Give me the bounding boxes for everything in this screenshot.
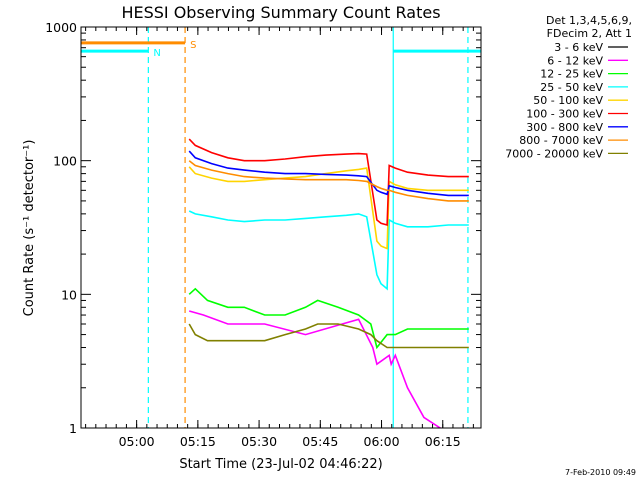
series-line-4: [188, 166, 469, 250]
series-line-7: [188, 160, 469, 202]
plot-content: NS: [81, 27, 481, 428]
series-line-3: [188, 210, 469, 291]
flag-label-0: N: [153, 48, 160, 59]
legend: Det 1,3,4,5,6,9,FDecim 2, Att 13 - 6 keV…: [505, 14, 632, 160]
legend-item-label: 12 - 25 keV: [540, 68, 603, 81]
series-line-2: [188, 287, 469, 350]
legend-item-label: 7000 - 20000 keV: [505, 147, 603, 160]
legend-item-label: 100 - 300 keV: [526, 108, 603, 121]
x-tick-label: 05:30: [241, 434, 277, 449]
plot-area: NS: [81, 27, 481, 428]
y-tick-label: 10: [61, 287, 77, 302]
x-tick-label: 05:00: [119, 434, 155, 449]
footer-timestamp: 7-Feb-2010 09:49: [565, 468, 636, 477]
x-tick-label: 05:45: [302, 434, 338, 449]
series-line-6: [188, 150, 469, 197]
x-tick-label: 05:15: [180, 434, 216, 449]
legend-item-label: 300 - 800 keV: [526, 121, 603, 134]
x-axis-label: Start Time (23-Jul-02 04:46:22): [179, 457, 382, 472]
series-line-5: [188, 138, 469, 227]
y-axis-label: Count Rate (s⁻¹ detector⁻¹): [22, 140, 37, 317]
legend-item-label: 25 - 50 keV: [540, 81, 603, 94]
y-tick-label: 1000: [45, 20, 77, 35]
legend-item-label: 50 - 100 keV: [533, 94, 603, 107]
y-tick-label: 100: [53, 154, 77, 169]
chart-title: HESSI Observing Summary Count Rates: [121, 3, 440, 22]
legend-header-line: Det 1,3,4,5,6,9,: [546, 14, 632, 27]
legend-item-label: 6 - 12 keV: [547, 54, 603, 67]
x-tick-label: 06:00: [364, 434, 400, 449]
series-line-1: [188, 310, 443, 428]
series-line-8: [188, 323, 469, 349]
legend-item-label: 3 - 6 keV: [554, 41, 603, 54]
axis-ticks: 05:00 05:15 05:30 05:45 06:00 06:15 1 10 100 1000: [45, 20, 481, 449]
y-tick-label: 1: [69, 421, 77, 436]
legend-item-label: 800 - 7000 keV: [519, 134, 603, 147]
plot-frame: [80, 26, 482, 429]
legend-header-line: FDecim 2, Att 1: [547, 27, 632, 40]
x-tick-label: 06:15: [425, 434, 461, 449]
flag-label-1: S: [190, 40, 196, 51]
